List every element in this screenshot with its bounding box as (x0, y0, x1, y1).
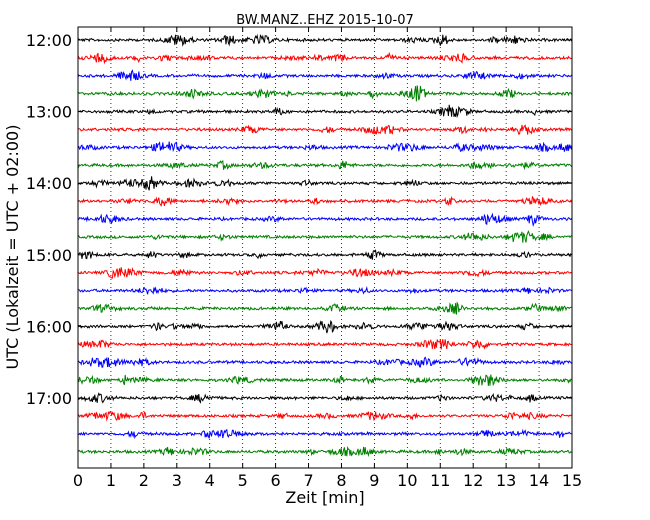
y-tick-label: 15:00 (26, 246, 72, 265)
x-tick-label: 15 (562, 471, 582, 490)
x-tick-label: 7 (303, 471, 313, 490)
x-tick-labels: 0 1 2 3 4 5 6 7 8 9 10 11 12 13 14 15 (73, 471, 582, 490)
trace-line (77, 249, 572, 260)
trace-line (77, 319, 573, 334)
trace-line (77, 286, 572, 295)
y-tick-label: 13:00 (26, 103, 72, 122)
x-tick-label: 1 (106, 471, 116, 490)
trace-line (77, 141, 573, 153)
x-tick-label: 12 (463, 471, 483, 490)
y-tick-label: 12:00 (26, 31, 72, 50)
x-tick-label: 14 (529, 471, 549, 490)
trace-line (77, 410, 572, 422)
trace-line (77, 69, 573, 81)
x-axis-label: Zeit [min] (285, 488, 364, 507)
trace-line (77, 428, 572, 440)
trace-line (77, 104, 572, 119)
seismogram-traces (77, 33, 573, 458)
trace-line (77, 445, 572, 458)
trace-line (77, 212, 572, 227)
chart-title: BW.MANZ..EHZ 2015-10-07 (236, 13, 414, 28)
x-tick-label: 13 (496, 471, 516, 490)
trace-line (77, 392, 573, 404)
x-tick-label: 9 (369, 471, 379, 490)
x-tick-label: 10 (397, 471, 417, 490)
x-tick-label: 4 (205, 471, 215, 490)
y-tick-labels: 12:00 13:00 14:00 15:00 16:00 17:00 (26, 31, 72, 408)
trace-line (77, 176, 572, 191)
trace-line (77, 356, 572, 368)
trace-line (77, 230, 572, 243)
x-tick-label: 11 (430, 471, 450, 490)
y-axis-label: UTC (Lokalzeit = UTC + 02:00) (3, 125, 22, 370)
trace-line (77, 51, 572, 65)
y-tick-label: 16:00 (26, 317, 72, 336)
plot-frame (77, 26, 573, 469)
trace-line (77, 195, 573, 207)
x-tick-label: 0 (73, 471, 83, 490)
trace-line (77, 85, 573, 102)
x-tick-label: 5 (238, 471, 248, 490)
x-tick-label: 6 (271, 471, 281, 490)
trace-line (77, 338, 572, 350)
trace-line (77, 124, 572, 135)
trace-line (77, 159, 572, 171)
trace-line (77, 33, 573, 47)
x-tick-label: 2 (139, 471, 149, 490)
x-tick-label: 3 (172, 471, 182, 490)
y-tick-label: 14:00 (26, 174, 72, 193)
x-grid-lines (110, 27, 540, 468)
y-tick-label: 17:00 (26, 389, 72, 408)
trace-line (77, 374, 572, 387)
trace-line (77, 301, 572, 315)
x-tick-label: 8 (336, 471, 346, 490)
trace-line (77, 266, 572, 279)
